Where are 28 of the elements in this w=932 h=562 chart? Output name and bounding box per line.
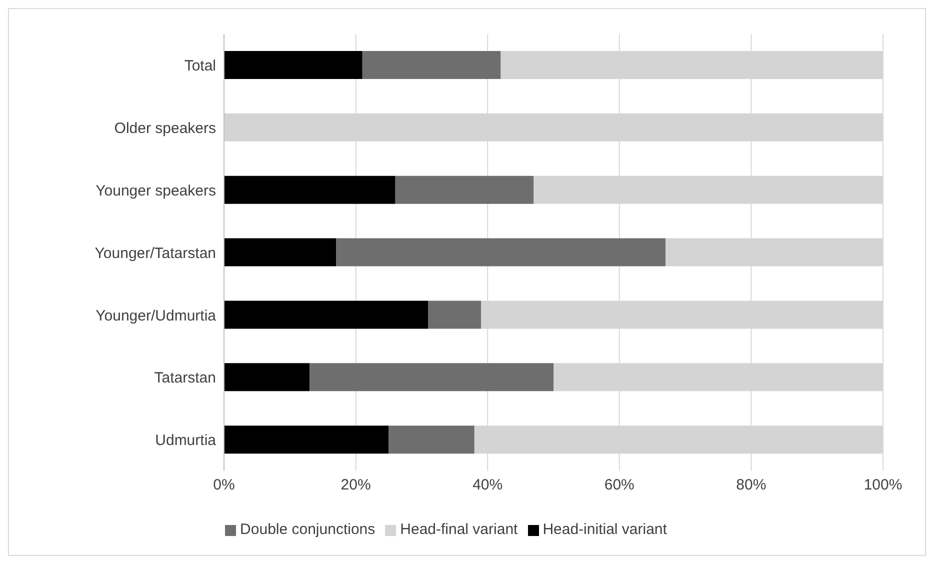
- legend-label: Head-final variant: [400, 521, 518, 538]
- y-tick-label: Tatarstan: [154, 370, 216, 387]
- bar: [224, 426, 389, 454]
- x-tick-label: 40%: [472, 476, 503, 494]
- bar: [310, 363, 554, 392]
- x-tick-label: 80%: [736, 476, 766, 494]
- bar: [395, 176, 534, 204]
- legend-label: Double conjunctions: [240, 521, 376, 538]
- bar: [362, 51, 501, 79]
- y-tick-label: Total: [184, 58, 216, 75]
- x-tick-label: 60%: [604, 476, 634, 494]
- bar: [224, 238, 336, 266]
- bar: [336, 238, 666, 266]
- x-tick-label: 20%: [340, 476, 371, 494]
- x-tick-label: 0%: [213, 476, 235, 494]
- x-tick-label: 100%: [864, 476, 902, 494]
- y-tick-label: Younger/Tatarstan: [94, 244, 216, 262]
- bar: [224, 363, 310, 392]
- y-tick-label: Older speakers: [114, 120, 216, 137]
- bar: [224, 176, 396, 204]
- y-tick-label: Younger speakers: [96, 182, 216, 200]
- bar: [224, 300, 428, 329]
- legend-label: Head-initial variant: [542, 521, 667, 538]
- y-tick-label: Younger/Udmurtia: [96, 307, 217, 324]
- bar: [224, 51, 362, 79]
- y-tick-label: Udmurtia: [155, 432, 217, 450]
- bar: [428, 300, 482, 329]
- bar: [388, 426, 474, 454]
